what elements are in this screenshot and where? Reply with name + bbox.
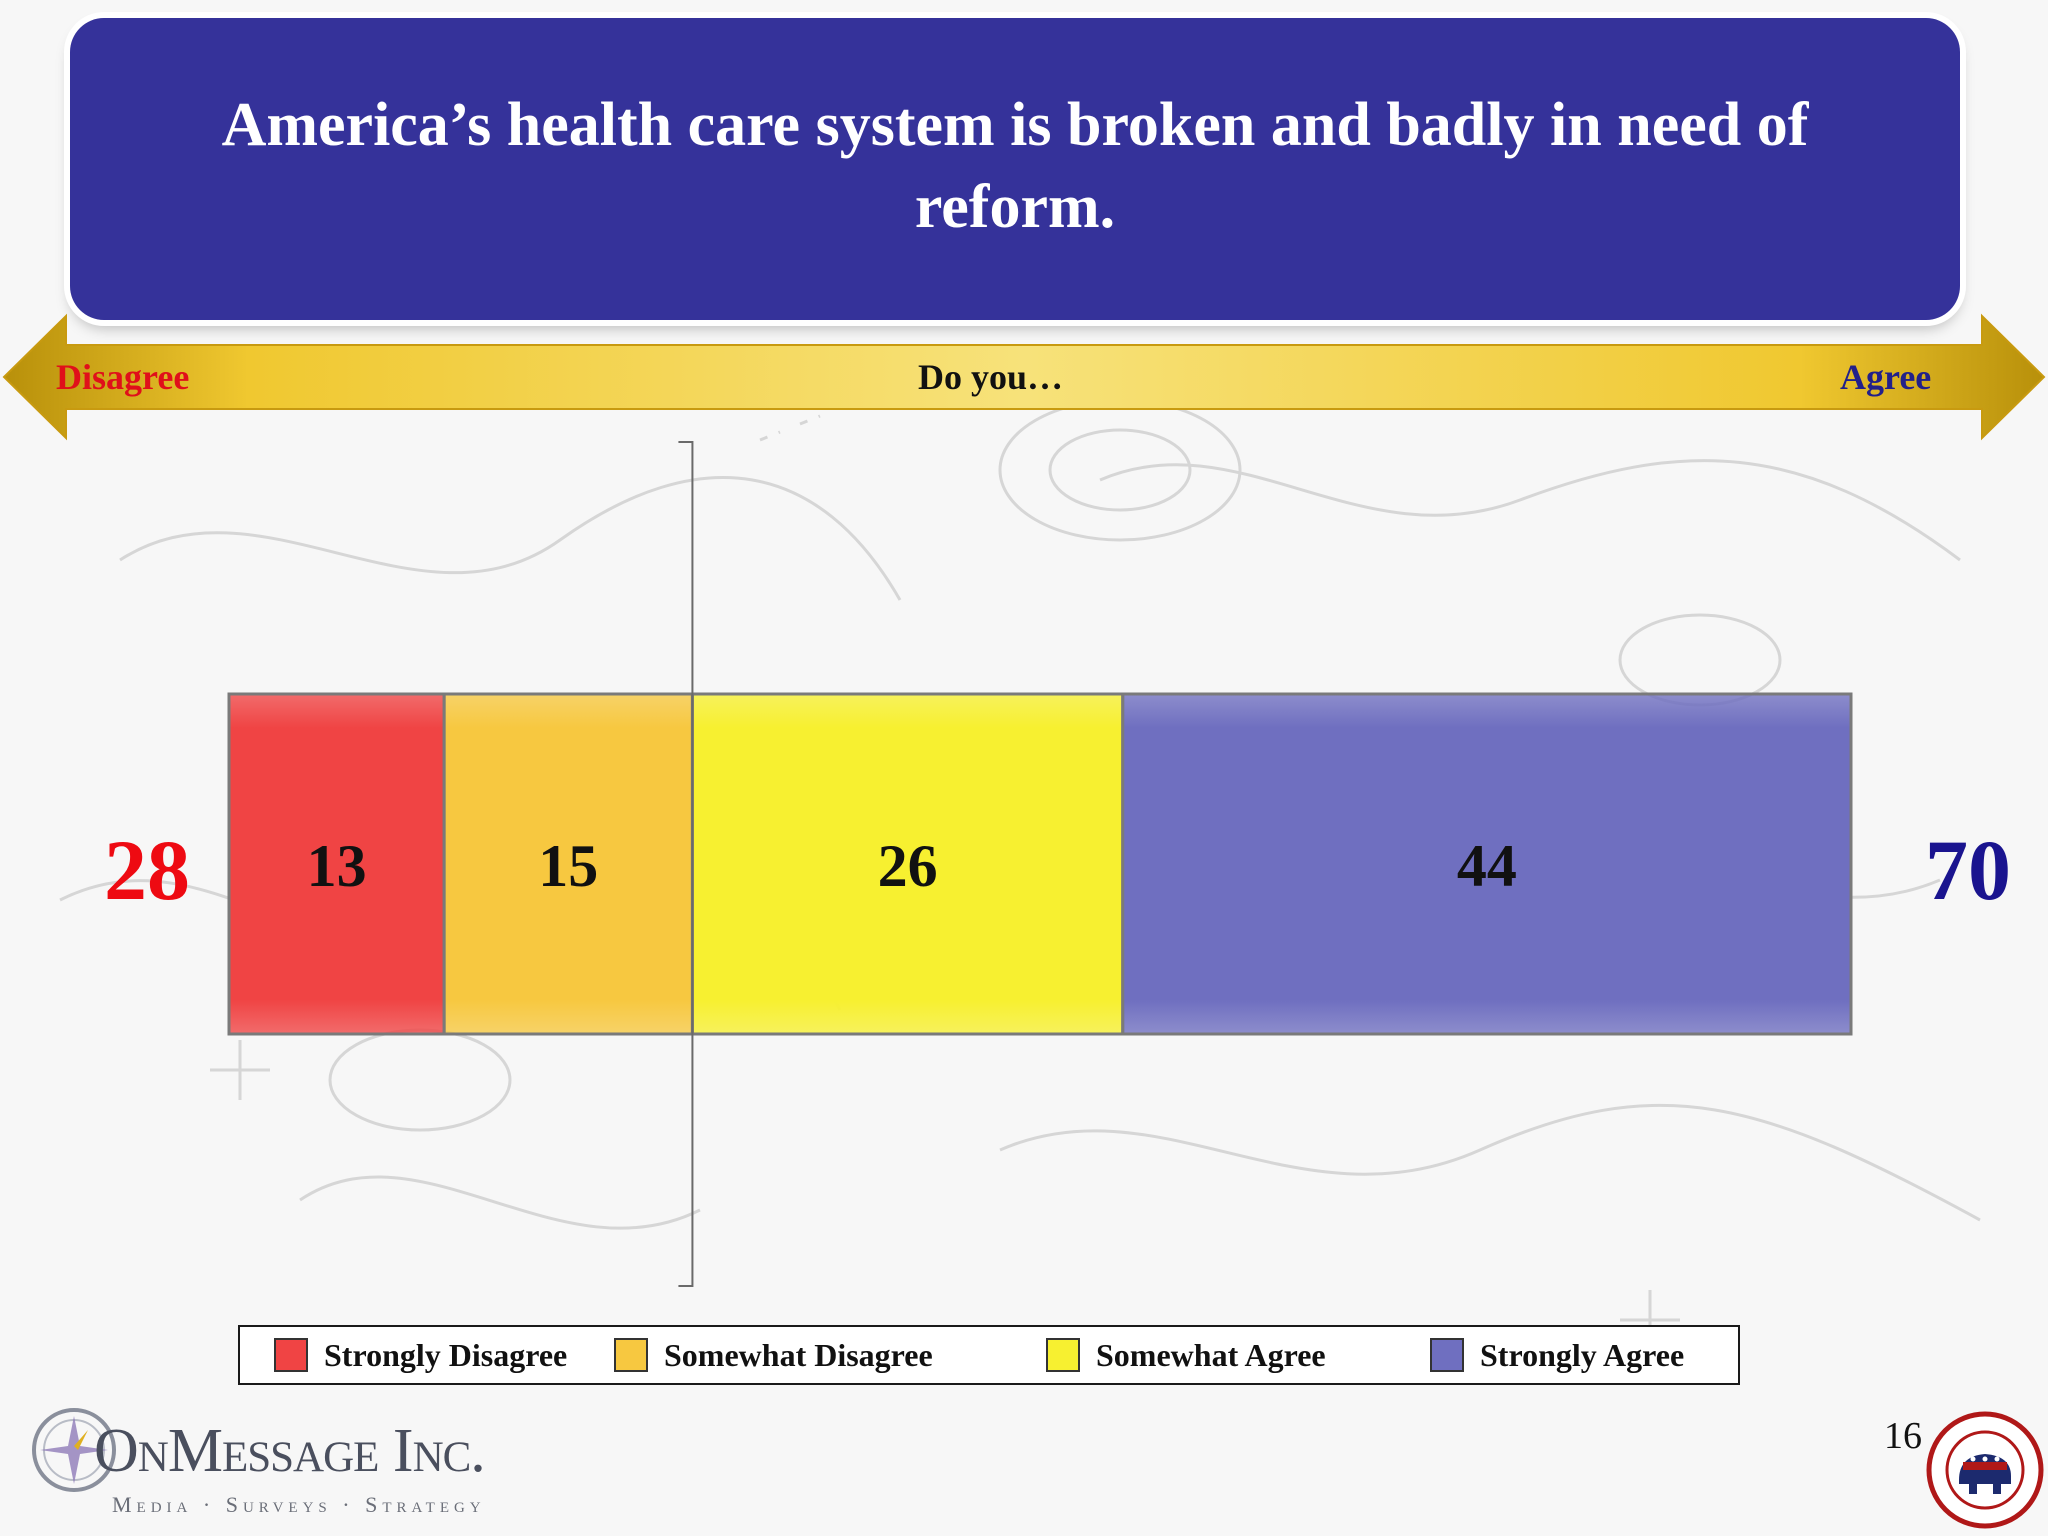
agree-disagree-arrow: [2, 313, 2046, 441]
onmessage-logo: OnMessage Inc. Media · Surveys · Strateg…: [20, 1396, 560, 1526]
bar-value-label: 13: [307, 833, 367, 899]
slide-title: America’s health care system is broken a…: [221, 91, 1809, 241]
legend-item-somewhat-agree: Somewhat Agree: [1046, 1335, 1326, 1375]
title-banner: America’s health care system is broken a…: [70, 18, 1960, 320]
disagree-total: 28: [104, 822, 190, 918]
question-stem-label: Do you…: [918, 357, 1064, 397]
stacked-bar-chart: 13 15 26 44: [227, 441, 1853, 1287]
legend-swatch: [274, 1338, 308, 1372]
disagree-label: Disagree: [56, 357, 190, 397]
bar-segment-strongly-disagree: [227, 692, 446, 1036]
legend-swatch: [1430, 1338, 1464, 1372]
chart-legend: Strongly Disagree Somewhat Disagree Some…: [238, 1325, 1740, 1385]
logo-name: OnMessage Inc.: [94, 1417, 486, 1485]
bar-value-label: 15: [538, 833, 598, 899]
compass-icon: [32, 1408, 116, 1492]
legend-item-somewhat-disagree: Somewhat Disagree: [614, 1335, 933, 1375]
agree-disagree-divider: [678, 441, 694, 1287]
bar-value-label: 44: [1457, 833, 1517, 899]
legend-label: Somewhat Disagree: [664, 1336, 933, 1373]
agree-total: 70: [1925, 822, 2011, 918]
bar-segment-somewhat-agree: [690, 692, 1125, 1036]
logo-tagline: Media · Surveys · Strategy: [112, 1492, 486, 1517]
bar-value-label: 26: [878, 833, 938, 899]
bar-segment-somewhat-disagree: [442, 692, 694, 1036]
legend-label: Strongly Disagree: [324, 1336, 568, 1373]
legend-swatch: [1046, 1338, 1080, 1372]
page-number: 16: [1884, 1415, 1922, 1457]
legend-item-strongly-disagree: Strongly Disagree: [274, 1335, 567, 1375]
bar-segment-strongly-agree: [1121, 692, 1853, 1036]
legend-item-strongly-agree: Strongly Agree: [1430, 1335, 1684, 1375]
agree-label: Agree: [1840, 357, 1932, 397]
legend-swatch: [614, 1338, 648, 1372]
legend-label: Strongly Agree: [1480, 1336, 1685, 1373]
legend-label: Somewhat Agree: [1096, 1336, 1326, 1373]
rnc-seal-icon: [1926, 1411, 2044, 1529]
